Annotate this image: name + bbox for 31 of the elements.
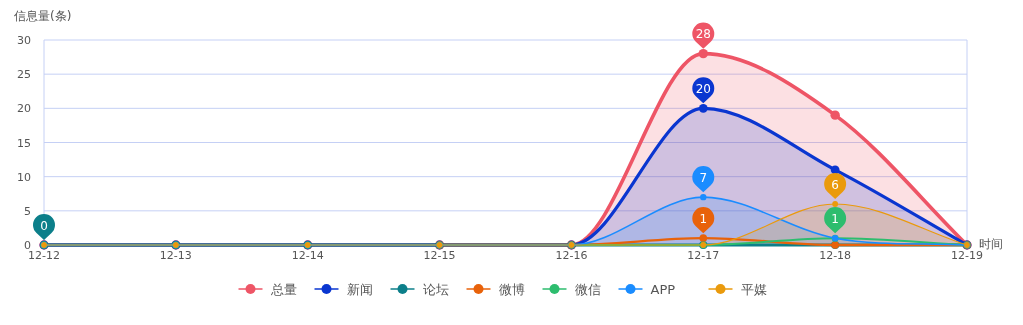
annotation: 6 <box>831 177 839 192</box>
legend-label: 新闻 <box>346 282 373 297</box>
annotation: 7 <box>699 170 708 185</box>
y-tick-label: 5 <box>24 204 31 218</box>
legend-label: 总量 <box>269 282 297 297</box>
annotation: 0 <box>40 218 48 233</box>
legend-label: 微博 <box>498 282 525 297</box>
x-tick-label: 12-14 <box>291 249 324 262</box>
y-tick-label: 20 <box>17 102 31 116</box>
x-tick-label: 12-18 <box>819 249 852 262</box>
y-tick-label: 25 <box>17 68 31 82</box>
x-tick-label: 12-13 <box>159 249 192 262</box>
x-tick-label: 12-17 <box>687 249 720 262</box>
legend-label: 平媒 <box>740 282 767 297</box>
y-axis-title: 信息量(条) <box>14 9 72 23</box>
x-axis-title: 时间 <box>979 237 1003 251</box>
y-tick-label: 15 <box>17 136 31 150</box>
legend-label: 微信 <box>574 282 601 297</box>
annotation: 28 <box>695 27 711 42</box>
legend-label: APP <box>650 282 676 297</box>
x-tick-label: 12-15 <box>423 249 456 262</box>
annotation: 1 <box>831 211 839 226</box>
annotation: 20 <box>695 81 711 96</box>
annotation: 1 <box>699 211 708 226</box>
x-tick-label: 12-12 <box>28 249 60 262</box>
x-tick-label: 12-19 <box>951 249 983 262</box>
y-tick-label: 0 <box>24 239 31 252</box>
legend-label: 论坛 <box>422 282 449 297</box>
x-tick-label: 12-16 <box>555 249 588 262</box>
y-tick-label: 10 <box>17 170 31 184</box>
y-tick-label: 30 <box>17 34 31 47</box>
